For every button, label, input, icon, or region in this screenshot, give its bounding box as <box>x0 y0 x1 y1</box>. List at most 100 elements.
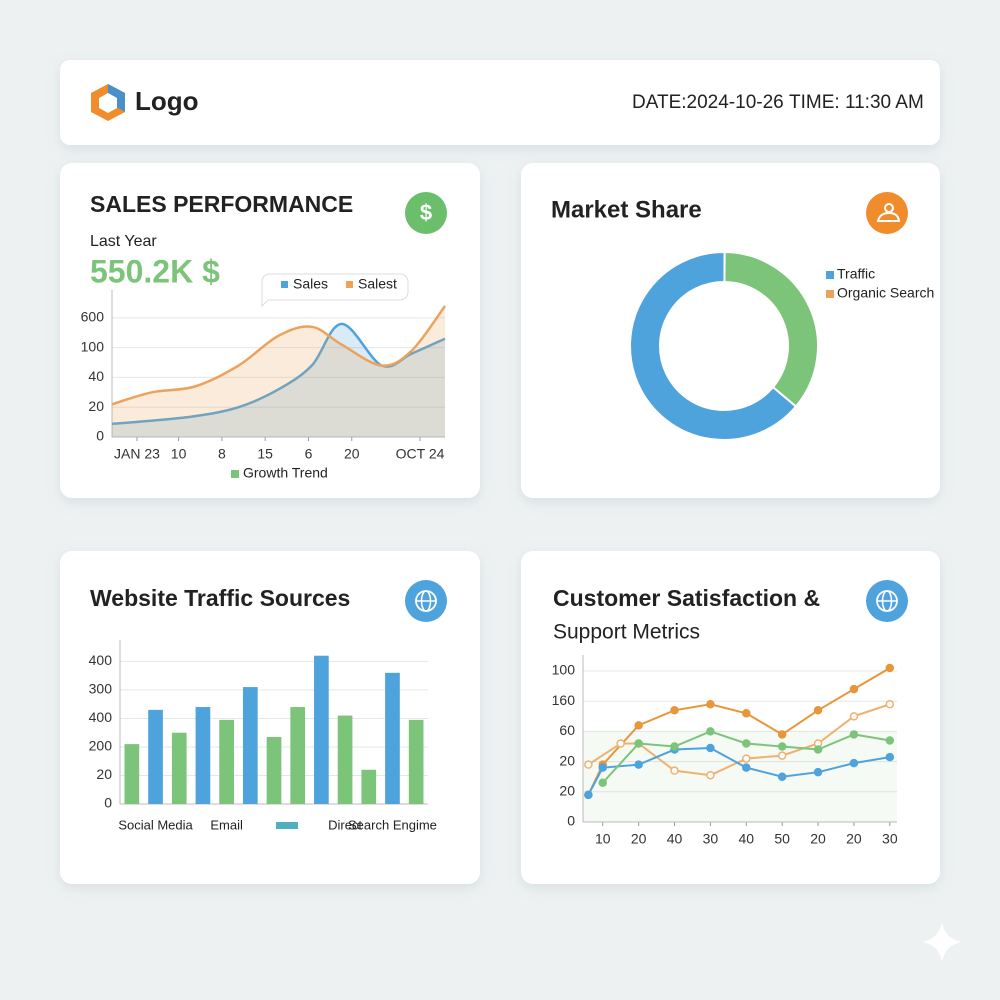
x-tick-label: 15 <box>257 446 273 462</box>
icon-badge <box>405 192 447 234</box>
bar <box>337 715 353 804</box>
legend-label: Organic Search <box>837 285 934 301</box>
point <box>598 778 607 787</box>
y-tick-label: 20 <box>96 766 112 782</box>
subtitle: Last Year <box>90 233 157 250</box>
x-tick-label: Direct <box>328 817 362 832</box>
point <box>885 752 895 762</box>
legend-swatch <box>231 470 239 478</box>
point <box>706 727 715 736</box>
time: TIME: 11:30 AM <box>789 92 924 113</box>
y-tick-label: 400 <box>89 709 113 725</box>
logo-icon <box>91 84 125 121</box>
area <box>112 323 445 437</box>
icon-glyph: $ <box>420 200 432 225</box>
x-tick-label: Social Media <box>118 817 193 832</box>
point <box>849 730 859 739</box>
y-tick-label: 40 <box>88 368 104 384</box>
point <box>777 730 787 739</box>
bar <box>124 744 140 804</box>
donut-segment <box>629 251 798 441</box>
y-tick-label: 100 <box>81 338 105 354</box>
globe-icon <box>405 580 447 622</box>
card <box>521 551 940 884</box>
card-title: SALES PERFORMANCE <box>90 191 353 217</box>
point <box>742 763 751 772</box>
legend-swatch <box>281 281 288 288</box>
point <box>885 700 895 709</box>
globe-icon <box>866 580 908 622</box>
point <box>634 760 643 769</box>
x-tick-label: 40 <box>738 831 754 847</box>
x-tick-label: 30 <box>882 831 898 847</box>
point <box>813 706 823 715</box>
x-tick-label: Search Engime <box>348 817 437 832</box>
x-tick-label: 6 <box>305 446 313 462</box>
bar <box>219 719 234 804</box>
legend-swatch <box>276 822 298 829</box>
y-tick-label: 20 <box>88 398 104 414</box>
card-title-line: Support Metrics <box>553 621 700 644</box>
x-tick-label: OCT 24 <box>396 446 445 462</box>
point <box>742 754 751 763</box>
date: DATE:2024-10-26 <box>632 92 784 113</box>
bar <box>408 719 424 804</box>
y-tick-label: 200 <box>89 738 113 754</box>
point <box>616 739 625 748</box>
y-tick-label: 0 <box>96 428 104 444</box>
bar <box>195 707 211 804</box>
legend-label: Traffic <box>837 266 875 282</box>
x-tick-label: 20 <box>631 831 647 847</box>
y-tick-label: 160 <box>552 692 576 708</box>
point <box>706 770 715 780</box>
card-title: Customer Satisfaction & <box>553 585 820 611</box>
x-tick-label: 50 <box>774 831 790 847</box>
point <box>634 721 643 730</box>
point <box>849 758 859 768</box>
x-tick-label: 20 <box>810 831 826 847</box>
y-tick-label: 20 <box>559 783 575 799</box>
legend-swatch <box>826 290 834 298</box>
card <box>60 163 480 498</box>
y-tick-label: 400 <box>89 652 113 668</box>
point <box>777 772 787 781</box>
point <box>670 706 679 715</box>
point <box>584 790 593 800</box>
point <box>777 742 787 751</box>
bar <box>290 707 306 804</box>
line <box>111 305 447 406</box>
x-tick-label: JAN 23 <box>114 446 160 462</box>
bar <box>314 655 329 804</box>
point <box>584 760 593 769</box>
bar <box>242 687 258 804</box>
x-tick-label: 20 <box>344 446 360 462</box>
x-tick-label: 40 <box>667 831 683 847</box>
point <box>742 709 751 718</box>
logo-text: Logo <box>135 86 199 116</box>
x-tick-label: 8 <box>218 446 226 462</box>
card-title: Market Share <box>551 196 702 223</box>
kpi: 550.2K $ <box>90 253 220 289</box>
point <box>813 767 823 777</box>
y-tick-label: 60 <box>559 722 575 738</box>
card <box>521 163 940 498</box>
point <box>634 739 643 748</box>
legend-label: Salest <box>358 276 397 292</box>
bar <box>385 672 400 804</box>
line <box>587 703 891 777</box>
legend-swatch <box>346 281 353 288</box>
point <box>849 712 859 721</box>
legend-label: Growth Trend <box>243 465 328 481</box>
x-tick-label: 20 <box>846 831 862 847</box>
y-tick-label: 0 <box>567 813 575 829</box>
header-bar <box>60 60 940 145</box>
y-tick-label: 100 <box>552 662 576 678</box>
y-tick-label: 20 <box>559 752 575 768</box>
x-tick-label: 10 <box>595 831 611 847</box>
bar <box>361 769 377 804</box>
bar <box>171 732 187 804</box>
point <box>813 745 823 754</box>
point <box>742 739 751 748</box>
